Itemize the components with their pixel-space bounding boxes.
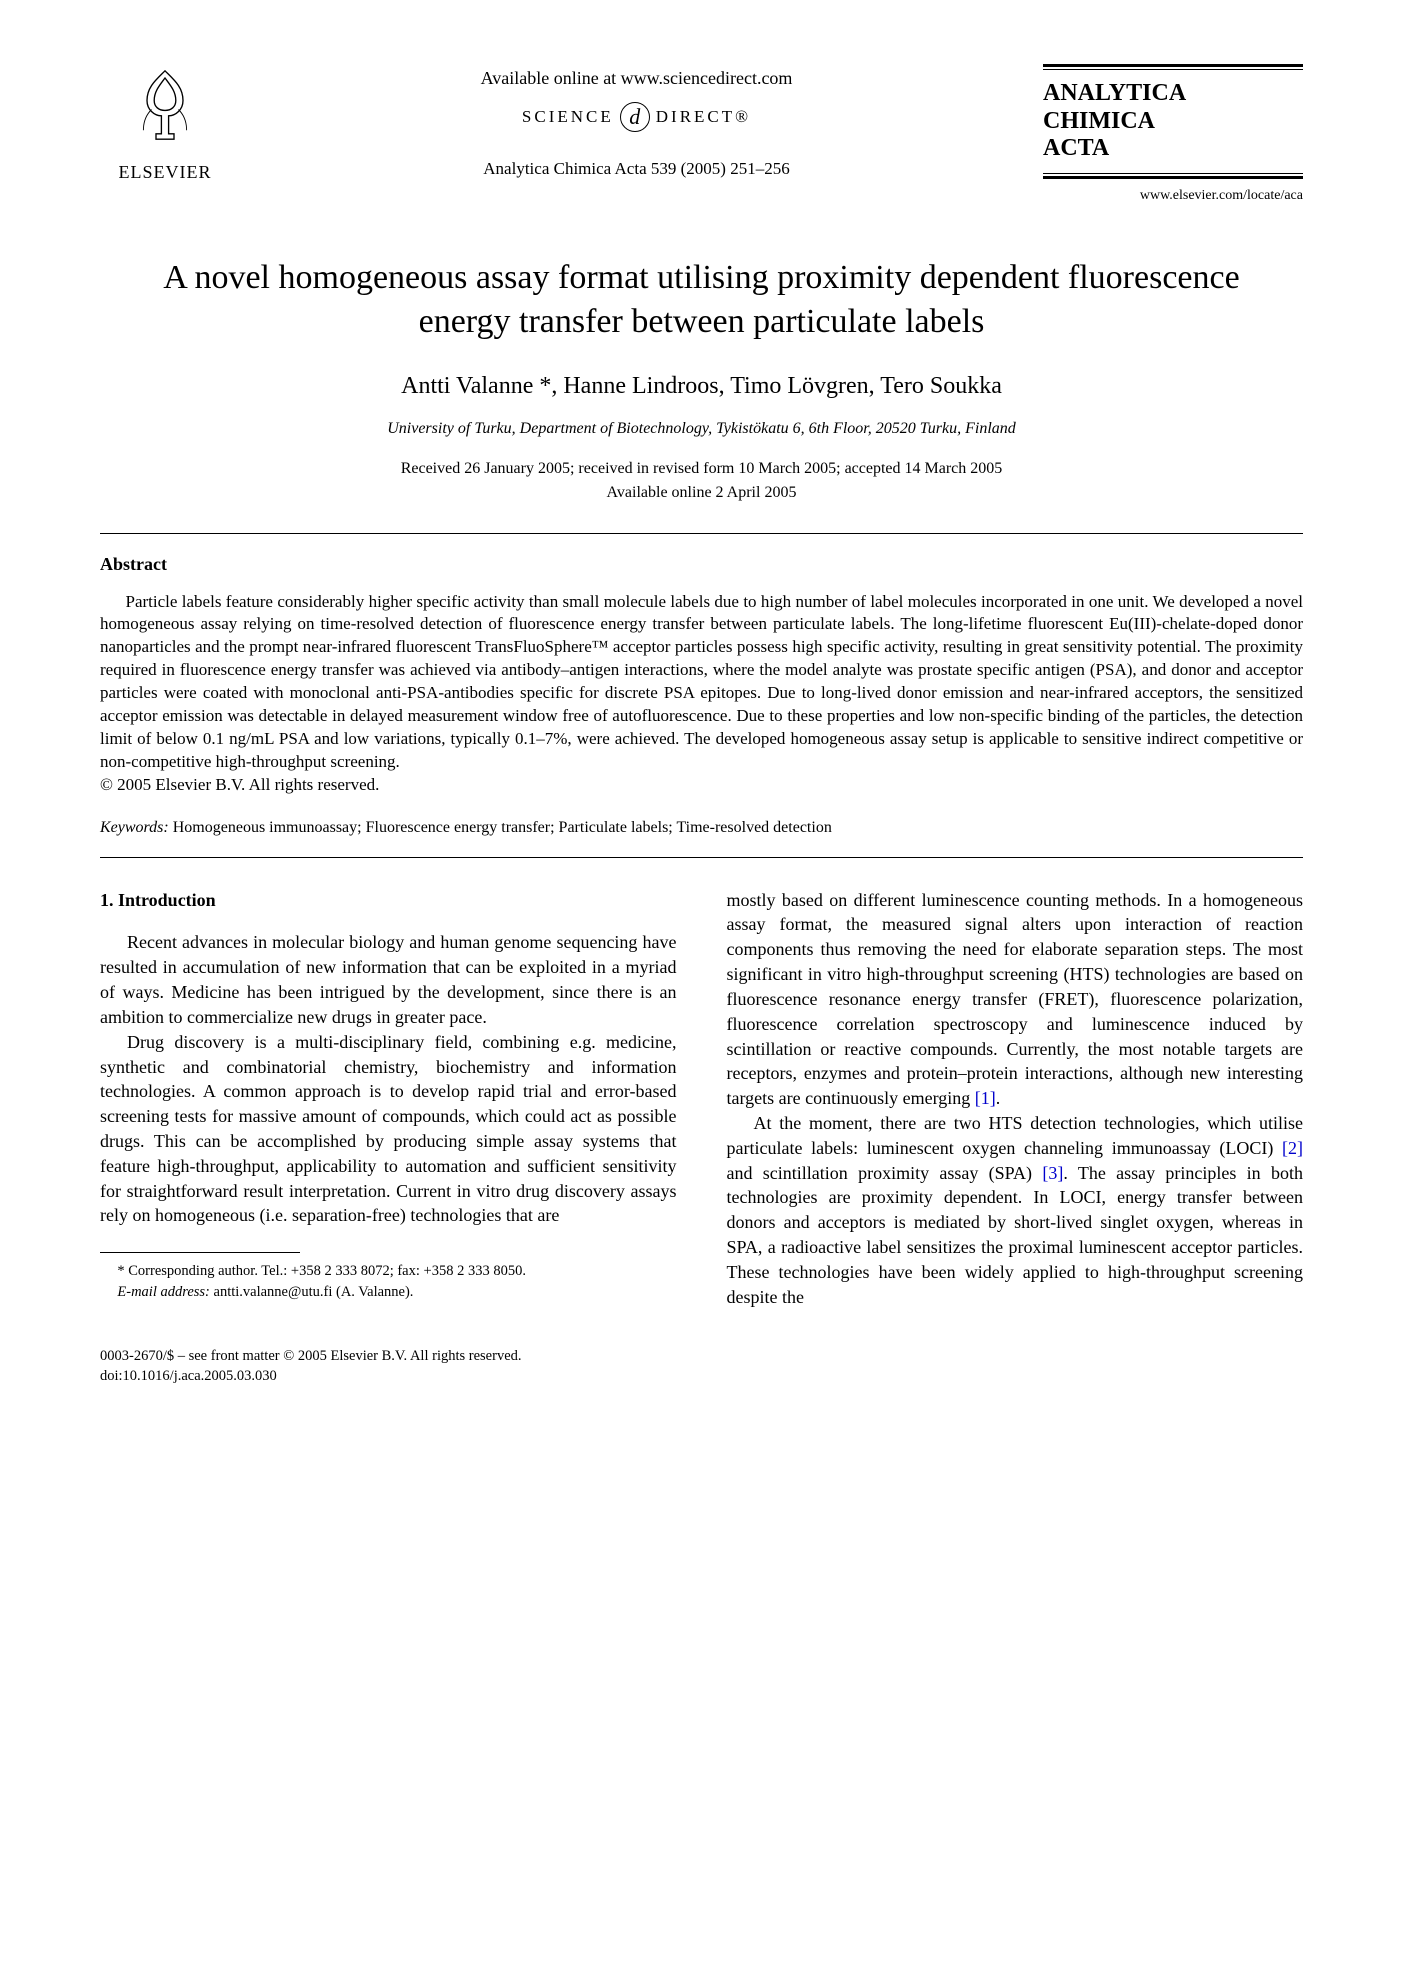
elsevier-tree-icon: [120, 60, 210, 150]
publisher-logo: ELSEVIER: [100, 60, 230, 185]
paragraph: Recent advances in molecular biology and…: [100, 930, 677, 1029]
footer-copyright: 0003-2670/$ – see front matter © 2005 El…: [100, 1346, 1303, 1366]
article-title: A novel homogeneous assay format utilisi…: [160, 256, 1243, 344]
keywords-label: Keywords:: [100, 819, 169, 836]
journal-name-line2: CHIMICA: [1043, 108, 1303, 136]
keywords-text: Homogeneous immunoassay; Fluorescence en…: [173, 819, 832, 836]
article-dates-received: Received 26 January 2005; received in re…: [100, 458, 1303, 480]
divider-rule: [100, 533, 1303, 534]
abstract-text: Particle labels feature considerably hig…: [100, 591, 1303, 775]
publisher-name: ELSEVIER: [100, 160, 230, 184]
paragraph: At the moment, there are two HTS detecti…: [727, 1111, 1304, 1310]
footnote-email-value: antti.valanne@utu.fi (A. Valanne).: [214, 1284, 414, 1300]
sciencedirect-logo: SCIENCE d DIRECT®: [522, 102, 751, 132]
footnote-email-label: E-mail address:: [117, 1284, 210, 1300]
paragraph: mostly based on different luminescence c…: [727, 888, 1304, 1111]
sciencedirect-right: DIRECT®: [656, 106, 751, 129]
footnote-email: E-mail address: antti.valanne@utu.fi (A.…: [100, 1282, 677, 1302]
article-dates-online: Available online 2 April 2005: [100, 482, 1303, 504]
journal-name-line1: ANALYTICA: [1043, 80, 1303, 108]
journal-reference: Analytica Chimica Acta 539 (2005) 251–25…: [250, 158, 1023, 181]
article-authors: Antti Valanne *, Hanne Lindroos, Timo Lö…: [100, 370, 1303, 402]
citation-link[interactable]: [2]: [1282, 1138, 1303, 1158]
abstract-body: Particle labels feature considerably hig…: [100, 591, 1303, 797]
keywords-line: Keywords: Homogeneous immunoassay; Fluor…: [100, 817, 1303, 839]
column-right: mostly based on different luminescence c…: [727, 888, 1304, 1310]
abstract-heading: Abstract: [100, 552, 1303, 576]
text-run: . The assay principles in both technolog…: [727, 1163, 1304, 1307]
header-center: Available online at www.sciencedirect.co…: [250, 60, 1023, 181]
corresponding-author-footnote: * Corresponding author. Tel.: +358 2 333…: [100, 1261, 677, 1302]
sciencedirect-glyph-icon: d: [620, 102, 650, 132]
text-run: mostly based on different luminescence c…: [727, 890, 1304, 1109]
sciencedirect-left: SCIENCE: [522, 106, 614, 129]
footnote-rule: [100, 1252, 300, 1253]
section-heading-introduction: 1. Introduction: [100, 888, 677, 913]
citation-link[interactable]: [1]: [975, 1088, 996, 1108]
text-run: and scintillation proximity assay (SPA): [727, 1163, 1043, 1183]
journal-url: www.elsevier.com/locate/aca: [1043, 187, 1303, 206]
journal-title-box: ANALYTICA CHIMICA ACTA www.elsevier.com/…: [1043, 60, 1303, 206]
footer-doi: doi:10.1016/j.aca.2005.03.030: [100, 1366, 1303, 1386]
article-affiliation: University of Turku, Department of Biote…: [100, 418, 1303, 440]
text-run: At the moment, there are two HTS detecti…: [727, 1113, 1304, 1158]
citation-link[interactable]: [3]: [1042, 1163, 1063, 1183]
text-run: .: [996, 1088, 1001, 1108]
body-columns: 1. Introduction Recent advances in molec…: [100, 888, 1303, 1310]
journal-header: ELSEVIER Available online at www.science…: [100, 60, 1303, 206]
journal-name-line3: ACTA: [1043, 135, 1303, 163]
footnote-corresponding: * Corresponding author. Tel.: +358 2 333…: [100, 1261, 677, 1281]
paragraph: Drug discovery is a multi-disciplinary f…: [100, 1030, 677, 1229]
divider-rule-thin: [100, 857, 1303, 858]
abstract-copyright: © 2005 Elsevier B.V. All rights reserved…: [100, 775, 379, 794]
column-left: 1. Introduction Recent advances in molec…: [100, 888, 677, 1310]
page-footer: 0003-2670/$ – see front matter © 2005 El…: [100, 1346, 1303, 1387]
available-online-text: Available online at www.sciencedirect.co…: [250, 66, 1023, 90]
